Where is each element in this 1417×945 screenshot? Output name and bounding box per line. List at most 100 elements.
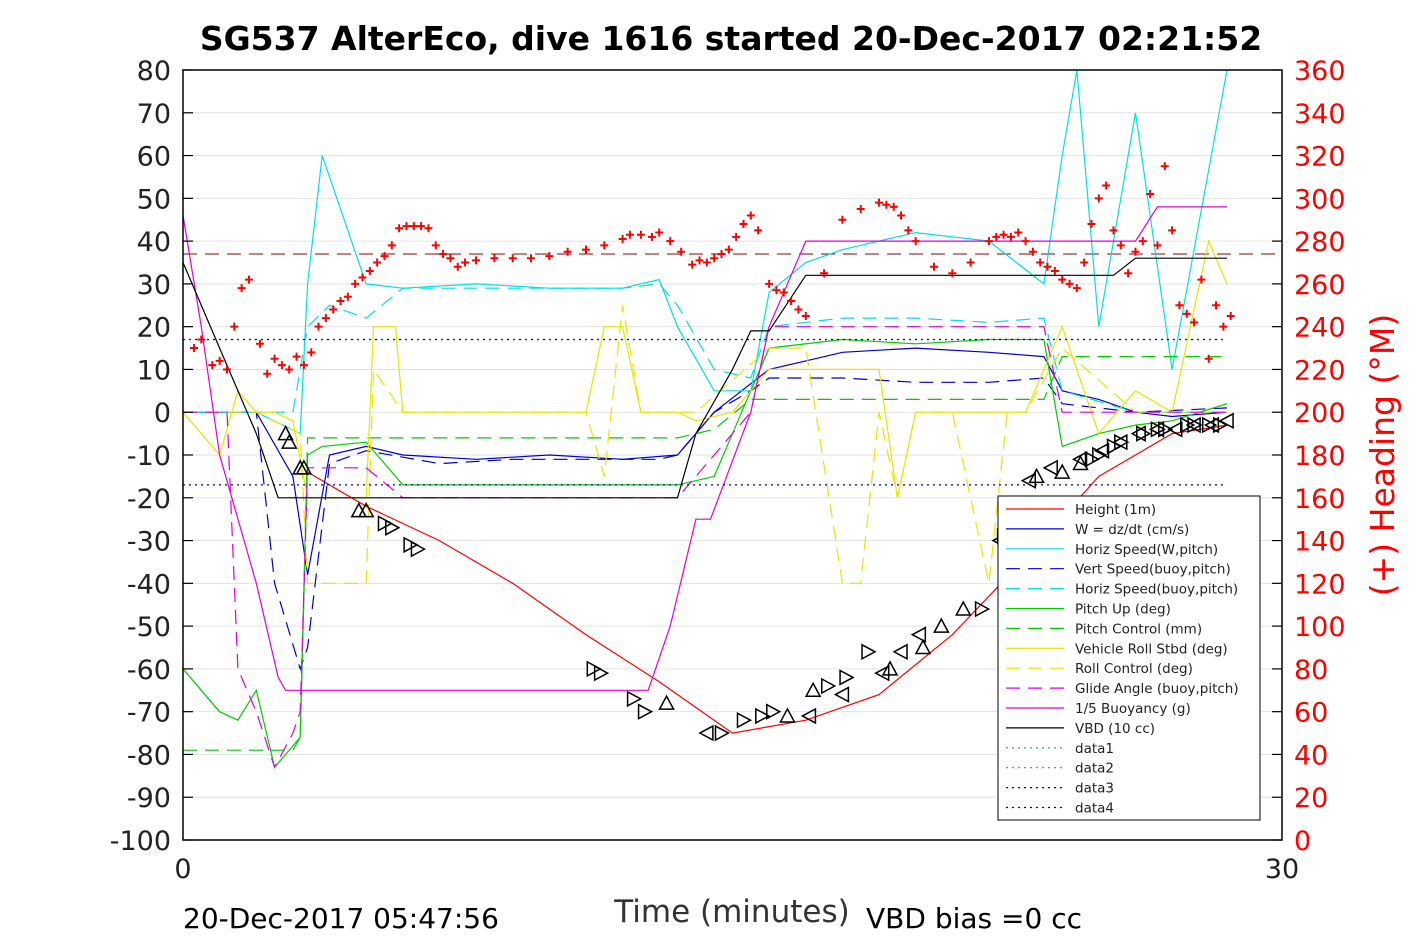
heading-point (787, 297, 796, 305)
legend-entry: W = dz/dt (cm/s) (1075, 522, 1189, 538)
right-tick-label: 80 (1294, 655, 1328, 686)
heading-point (1109, 226, 1118, 235)
heading-point (424, 224, 433, 233)
triangle-marker-right (377, 515, 394, 532)
right-tick-label: 280 (1294, 227, 1346, 258)
legend: Height (1m) W = dz/dt (cm/s) Horiz Speed(W… (997, 495, 1261, 821)
heading-point (380, 252, 389, 261)
triangle-marker-right (755, 707, 771, 725)
heading-point (387, 241, 396, 250)
legend-entry: Glide Angle (buoy,pitch) (1075, 681, 1239, 697)
heading-point (292, 352, 301, 361)
triangle-marker-left (698, 724, 714, 742)
heading-point (801, 311, 810, 320)
triangle-marker-right (410, 540, 427, 558)
triangle-marker-right (1092, 446, 1108, 464)
heading-point (1072, 284, 1081, 293)
y-tick-label: 20 (137, 313, 171, 344)
heading-point (948, 269, 957, 278)
heading-point (321, 314, 330, 323)
series-line-6 (183, 356, 1227, 751)
legend-entry: Roll Control (deg) (1075, 661, 1193, 677)
heading-point (230, 322, 239, 331)
triangle-marker-right (637, 703, 654, 720)
heading-point (1190, 318, 1199, 327)
x-tick-label: 0 (174, 854, 191, 885)
heading-point (277, 361, 286, 370)
triangle-marker-right (626, 690, 643, 708)
right-axis-label: (+) Heading (°M) (1363, 314, 1402, 596)
triangle-marker-left (1042, 459, 1058, 477)
right-tick-label: 220 (1294, 355, 1346, 386)
y-tick-label: 30 (137, 270, 171, 301)
heading-point (255, 339, 264, 348)
y-tick-label: -50 (127, 612, 171, 643)
legend-entry: Vehicle Roll Stbd (deg) (1075, 641, 1228, 657)
heading-point (490, 254, 499, 263)
triangle-marker-right (385, 519, 401, 536)
triangle-marker-right (1201, 416, 1218, 434)
triangle-marker-up (1053, 463, 1071, 479)
series-line-9 (183, 326, 1227, 769)
right-tick-label: 340 (1294, 99, 1346, 130)
heading-point (409, 222, 418, 231)
triangle-marker-left (1167, 421, 1183, 438)
triangle-marker-right (820, 677, 837, 695)
heading-point (545, 252, 554, 261)
triangle-marker-right (1180, 416, 1196, 434)
triangle-marker-up (804, 681, 822, 698)
heading-point (732, 232, 741, 241)
heading-point (779, 288, 788, 297)
heading-point (1138, 237, 1147, 246)
heading-point (984, 237, 993, 246)
y-tick-label: 80 (137, 56, 171, 87)
triangle-marker-left (1020, 472, 1036, 489)
heading-point (1006, 232, 1015, 241)
triangle-marker-left (833, 686, 850, 703)
right-tick-label: 20 (1294, 783, 1328, 814)
right-tick-label: 60 (1294, 698, 1328, 729)
heading-point (1050, 267, 1059, 276)
heading-point (365, 267, 374, 276)
heading-point (472, 256, 481, 265)
heading-point (244, 275, 253, 284)
heading-point (856, 205, 865, 214)
heading-point (724, 245, 733, 254)
heading-points (189, 162, 1235, 378)
triangle-marker-up (933, 617, 950, 633)
heading-point (581, 245, 590, 254)
heading-point (655, 228, 664, 237)
triangle-marker-up (1028, 467, 1045, 484)
triangle-marker-left (1093, 442, 1110, 459)
y-tick-label: 60 (137, 142, 171, 173)
legend-entry: Horiz Speed(W,pitch) (1075, 542, 1218, 558)
heading-point (1226, 311, 1235, 320)
heading-point (820, 269, 829, 278)
right-tick-label: 160 (1294, 484, 1346, 515)
heading-point (1043, 262, 1052, 271)
legend-box (997, 495, 1261, 821)
y-tick-label: -60 (127, 655, 171, 686)
y-tick-label: -10 (127, 441, 171, 472)
right-tick-label: 200 (1294, 398, 1346, 429)
right-tick-label: 240 (1294, 313, 1346, 344)
triangle-marker-right (1084, 451, 1101, 468)
heading-point (417, 222, 426, 231)
heading-point (307, 348, 316, 357)
heading-point (446, 254, 455, 263)
heading-point (710, 254, 719, 263)
heading-point (1212, 301, 1221, 310)
right-tick-label: 320 (1294, 142, 1346, 173)
y-tick-label: 10 (137, 355, 171, 386)
right-tick-label: 120 (1294, 569, 1346, 600)
heading-point (1102, 181, 1111, 190)
heading-point (794, 305, 803, 314)
heading-point (336, 297, 345, 305)
heading-point (882, 200, 891, 209)
heading-point (395, 224, 404, 233)
triangle-marker-left (1185, 416, 1201, 434)
right-tick-label: 0 (1294, 826, 1311, 857)
triangle-marker-right (766, 703, 782, 720)
heading-point (1168, 226, 1177, 235)
